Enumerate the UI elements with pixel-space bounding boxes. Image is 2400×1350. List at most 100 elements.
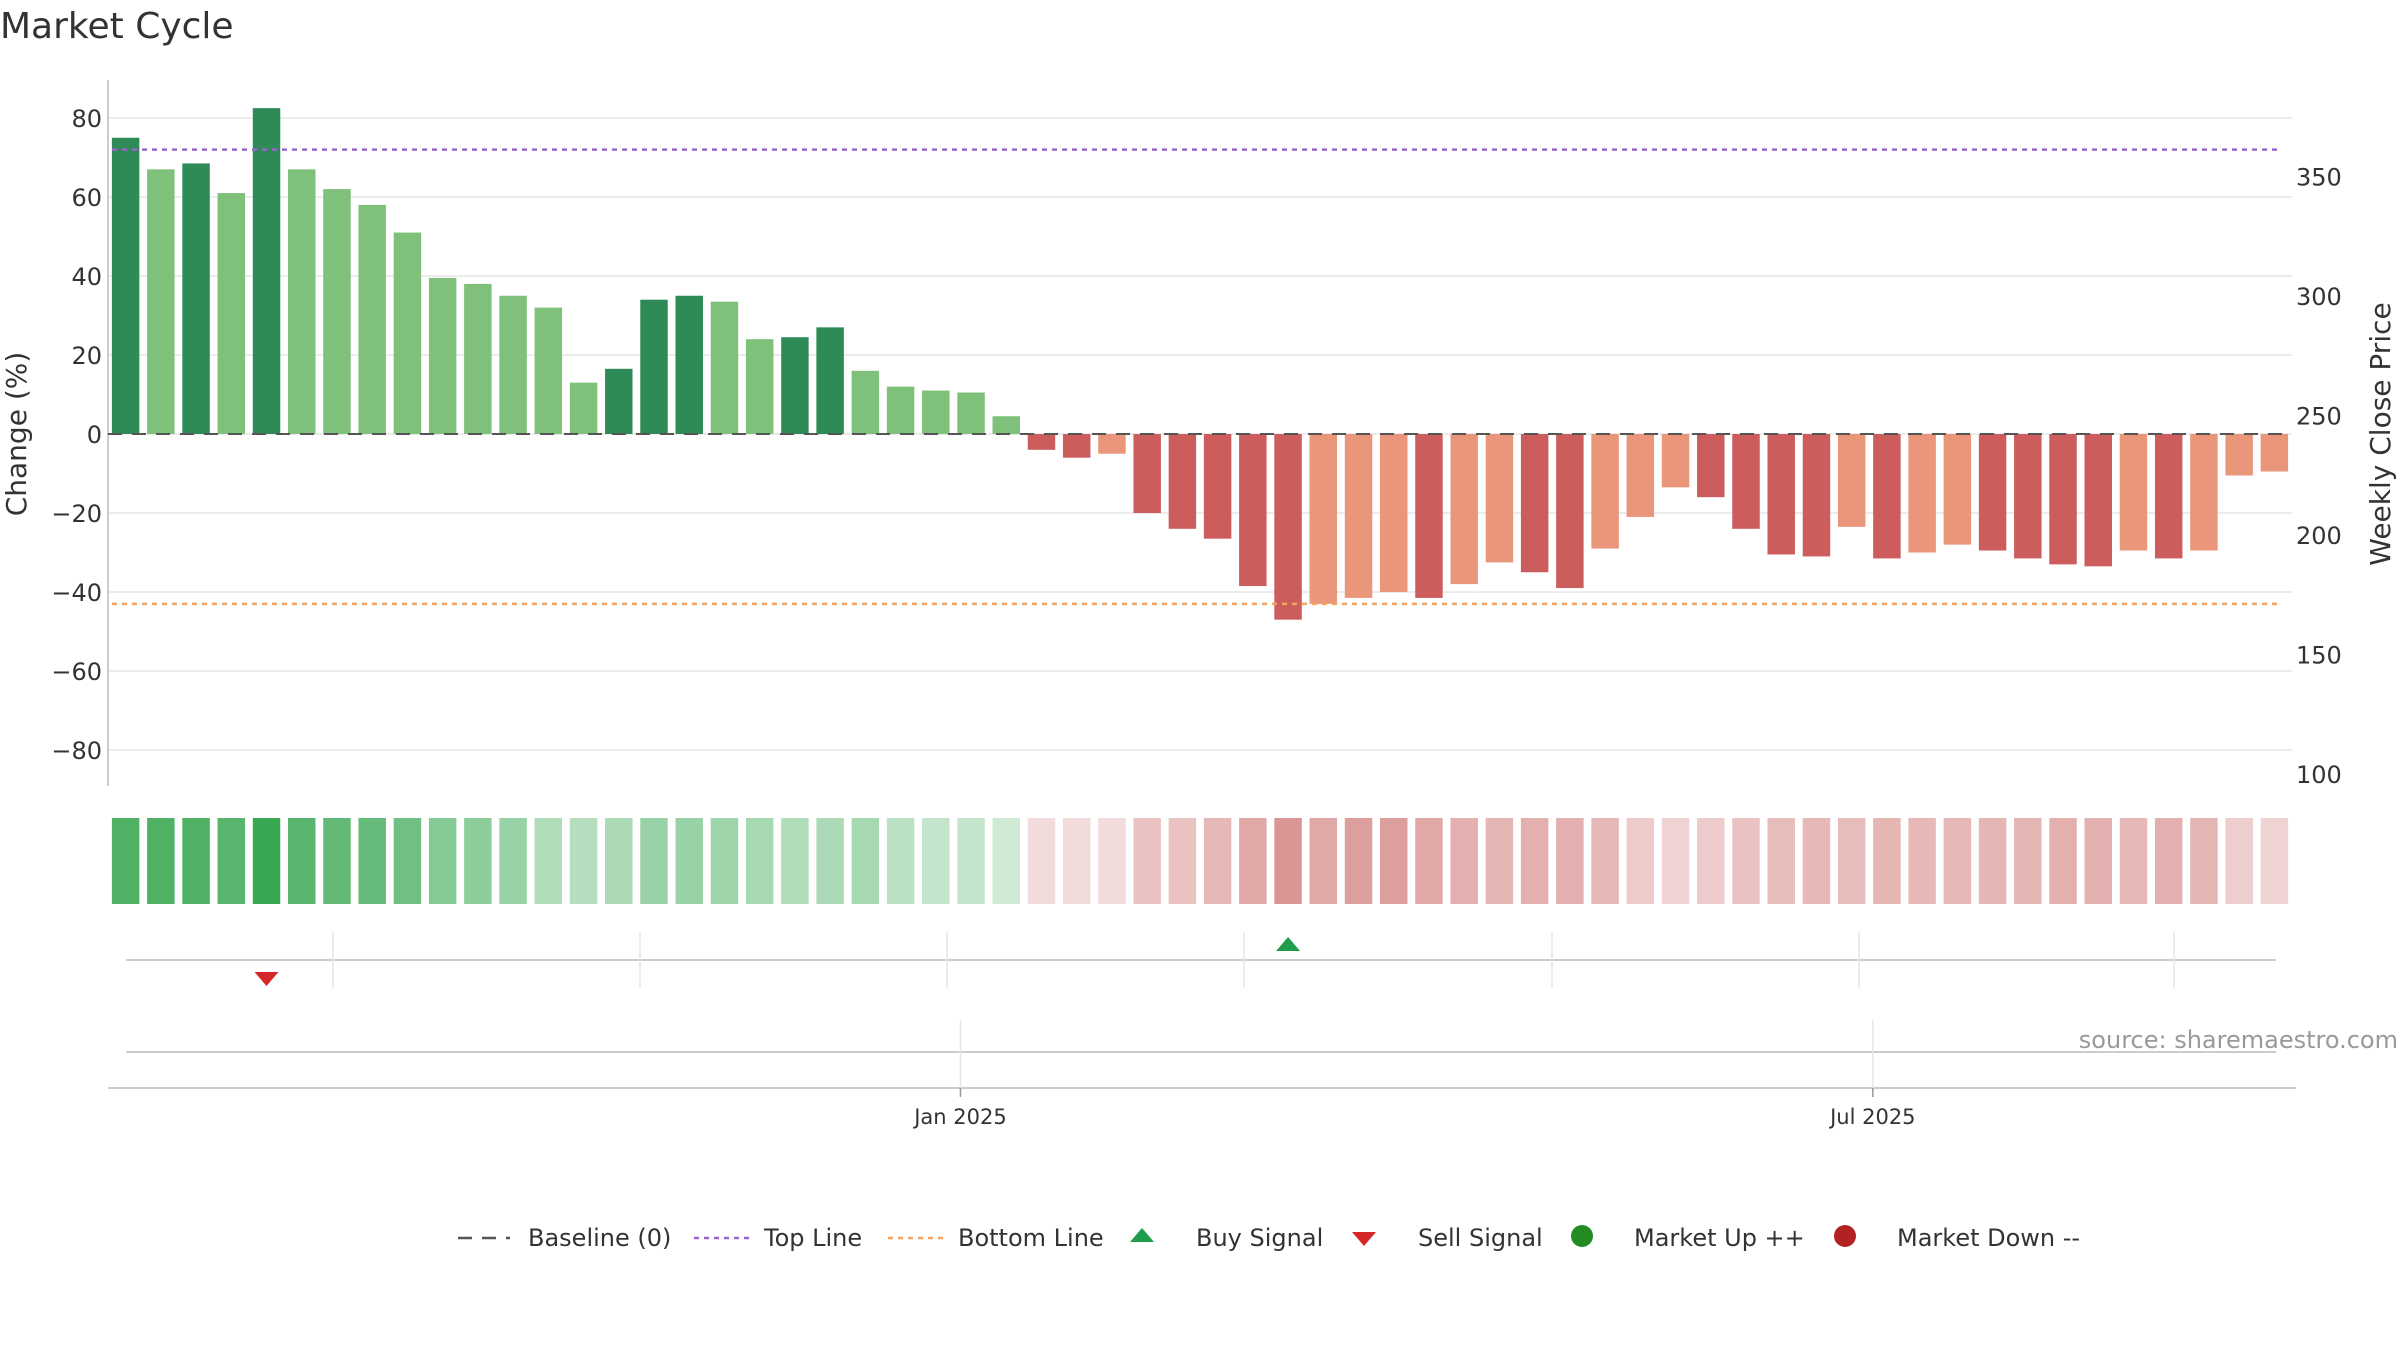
bar [922, 390, 950, 434]
bar [1697, 434, 1725, 498]
y2-tick-label: 100 [2296, 761, 2342, 789]
y2-tick-label: 350 [2296, 164, 2342, 192]
heat-cell [1415, 818, 1443, 904]
market-down-icon [1834, 1225, 1856, 1247]
heat-cell [1450, 818, 1478, 904]
bar [886, 386, 915, 434]
y-tick-label: 40 [71, 263, 102, 291]
bar [147, 169, 175, 434]
heat-cell [2119, 818, 2148, 904]
bar [1239, 434, 1267, 587]
bar [1062, 434, 1091, 458]
bar [992, 416, 1020, 434]
bar [2225, 434, 2253, 476]
legend: Baseline (0) Top Line Bottom Line Buy Signa… [458, 1224, 2080, 1252]
heat-cell [992, 818, 1020, 904]
bar [2014, 434, 2042, 559]
sell-signal-icon [1352, 1232, 1376, 1246]
y-axis-label: Change (%) [0, 352, 33, 517]
heat-cell [1203, 818, 1232, 904]
bar [323, 189, 351, 434]
bar [428, 277, 457, 434]
heat-cell [745, 818, 774, 904]
y-tick-label: 20 [71, 342, 102, 370]
heat-cell [1098, 818, 1126, 904]
heat-cell [1380, 818, 1408, 904]
bar [1908, 434, 1936, 553]
bar [605, 368, 633, 434]
heat-cell [1556, 818, 1584, 904]
heat-cell [2049, 818, 2077, 904]
heat-cell [393, 818, 422, 904]
heat-cell [1062, 818, 1091, 904]
heat-cell [957, 818, 985, 904]
bar [1943, 434, 1972, 545]
bar [499, 295, 527, 434]
heat-cell [886, 818, 915, 904]
bar [851, 370, 880, 434]
heat-cell [358, 818, 386, 904]
heat-cell [252, 818, 281, 904]
bar [1767, 434, 1795, 555]
heat-cell [499, 818, 527, 904]
bar [816, 327, 844, 434]
y2-tick-label: 300 [2296, 283, 2342, 311]
heat-cell [1133, 818, 1161, 904]
bar [1203, 434, 1232, 539]
legend-label-bottom: Bottom Line [958, 1224, 1104, 1252]
heat-cell [1309, 818, 1338, 904]
bar [1837, 434, 1866, 527]
bar [1661, 434, 1690, 488]
heat-cell [1873, 818, 1901, 904]
y2-tick-label: 250 [2296, 403, 2342, 431]
heat-cell [569, 818, 598, 904]
sell-signal-marker [254, 972, 279, 986]
heat-cell [922, 818, 950, 904]
heat-cell [1767, 818, 1795, 904]
market-up-icon [1571, 1225, 1593, 1247]
bar [1556, 434, 1584, 589]
bar [640, 299, 668, 434]
y-tick-label: −60 [51, 658, 102, 686]
heat-cell [1732, 818, 1760, 904]
bar [182, 163, 210, 435]
heat-cell [464, 818, 492, 904]
heat-cell [640, 818, 668, 904]
timeline-panel: Jan 2025 Jul 2025 [108, 1020, 2296, 1129]
heat-cell [1943, 818, 1972, 904]
y2-tick-label: 200 [2296, 522, 2342, 550]
reference-lines [108, 148, 2292, 606]
heat-cell [1239, 818, 1267, 904]
date-tick-label: Jul 2025 [1828, 1105, 1915, 1129]
bar [2154, 434, 2183, 559]
y-tick-label: 60 [71, 184, 102, 212]
heat-cell [2084, 818, 2112, 904]
heat-cell [2225, 818, 2253, 904]
heat-cell [675, 818, 703, 904]
heat-cell [428, 818, 457, 904]
y-tick-label: −40 [51, 579, 102, 607]
heat-cell [2190, 818, 2218, 904]
legend-label-top: Top Line [763, 1224, 862, 1252]
bar [2049, 434, 2077, 565]
bar [1133, 434, 1161, 513]
bar [1415, 434, 1443, 598]
bar [1309, 434, 1338, 604]
bar [781, 337, 809, 434]
heat-cell [851, 818, 880, 904]
bar [675, 295, 703, 434]
axes: 806040200−20−40−60−80350300250200150100C… [0, 80, 2397, 789]
heat-cell [605, 818, 633, 904]
bar [2260, 434, 2289, 472]
y-tick-label: 80 [71, 105, 102, 133]
bar [2119, 434, 2148, 551]
bar-series [111, 108, 2289, 620]
bar [745, 339, 774, 434]
heat-cell [217, 818, 246, 904]
bar [2084, 434, 2112, 567]
bar [1732, 434, 1760, 529]
y-tick-label: 0 [87, 421, 102, 449]
heat-cell [781, 818, 809, 904]
bar [1485, 434, 1514, 563]
